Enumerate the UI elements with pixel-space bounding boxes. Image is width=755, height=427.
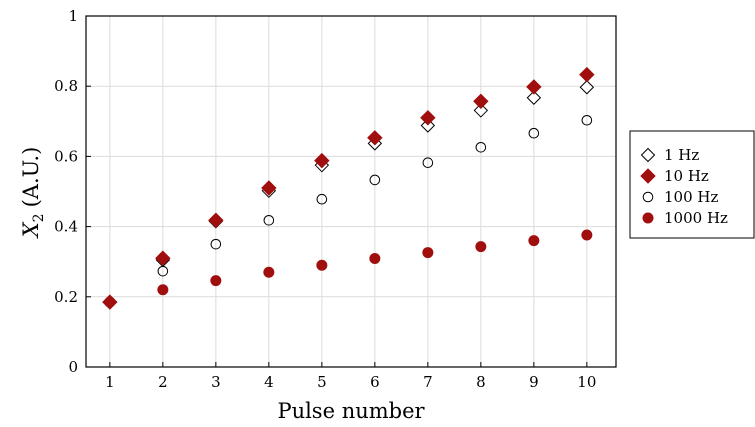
legend-marker: [642, 191, 654, 203]
data-point: [316, 193, 328, 205]
y-axis-label: X2 (A.U.): [19, 147, 47, 240]
series-1-hz: [102, 80, 595, 310]
x-tick-label: 3: [211, 373, 221, 391]
data-point: [581, 229, 593, 241]
y-axis-label-subscript: 2: [31, 213, 47, 222]
y-tick-label: 0: [68, 358, 78, 376]
data-point: [475, 241, 487, 253]
legend-label: 10 Hz: [664, 167, 709, 185]
x-axis-label: Pulse number: [277, 399, 425, 423]
x-tick-labels: 1 2 3 4 5 6 7 8 9 10: [105, 373, 596, 391]
x-tick-label: 1: [105, 373, 115, 391]
data-point: [422, 247, 434, 259]
y-tick-label: 0.2: [54, 288, 78, 306]
data-point: [263, 214, 275, 226]
data-point: [475, 141, 487, 153]
grid-lines: [86, 15, 616, 368]
y-axis-label-unit: (A.U.): [19, 147, 43, 208]
legend-label: 1 Hz: [664, 146, 699, 164]
data-point: [526, 90, 542, 105]
x-tick-label: 4: [264, 373, 274, 391]
series-100-hz: [104, 114, 593, 308]
data-marks: [102, 66, 595, 310]
data-point: [526, 79, 542, 95]
data-point: [528, 127, 540, 139]
data-point: [369, 253, 381, 265]
y-axis-label-symbol: X: [19, 221, 43, 239]
data-point: [420, 110, 436, 126]
data-point: [314, 152, 330, 169]
data-point: [316, 259, 328, 271]
x-tick-label: 10: [577, 373, 596, 391]
plot-area-frame: [85, 15, 617, 368]
data-point: [473, 103, 489, 118]
y-tick-label: 0.4: [54, 218, 78, 236]
x-tick-label: 7: [423, 373, 433, 391]
data-point: [208, 212, 224, 228]
data-point: [263, 266, 275, 278]
data-point: [420, 118, 436, 133]
series-10-hz: [102, 66, 595, 310]
data-point: [579, 66, 595, 83]
data-point: [473, 93, 489, 110]
x-tick-label: 9: [529, 373, 539, 391]
x-tick-label: 6: [370, 373, 380, 391]
legend-marker: [640, 168, 656, 184]
data-point: [367, 130, 383, 146]
data-point: [579, 80, 595, 95]
data-point: [528, 235, 540, 247]
legend-label: 1000 Hz: [664, 209, 728, 227]
data-point: [422, 157, 434, 169]
data-point: [155, 250, 171, 266]
data-point: [157, 265, 169, 277]
data-point: [210, 275, 222, 287]
legend-marker: [640, 147, 656, 163]
x-tick-label: 8: [476, 373, 486, 391]
x-tick-label: 2: [158, 373, 168, 391]
x-tick-label: 5: [317, 373, 327, 391]
legend: 1 Hz 10 Hz 100 Hz 1000 Hz: [629, 130, 755, 239]
data-point: [261, 180, 277, 196]
series-1000-hz: [104, 229, 593, 308]
legend-label: 100 Hz: [664, 188, 718, 206]
y-tick-label: 0.6: [54, 147, 78, 165]
y-tick-labels: 0 0.2 0.4 0.6 0.8 1: [54, 7, 78, 376]
axis-ticks: [86, 15, 588, 368]
data-point: [210, 238, 222, 250]
y-tick-label: 0.8: [54, 77, 78, 95]
data-point: [369, 174, 381, 186]
data-point: [581, 114, 593, 126]
y-tick-label: 1: [68, 7, 78, 25]
data-point: [157, 284, 169, 296]
legend-marker: [642, 212, 654, 224]
data-point: [104, 296, 116, 308]
